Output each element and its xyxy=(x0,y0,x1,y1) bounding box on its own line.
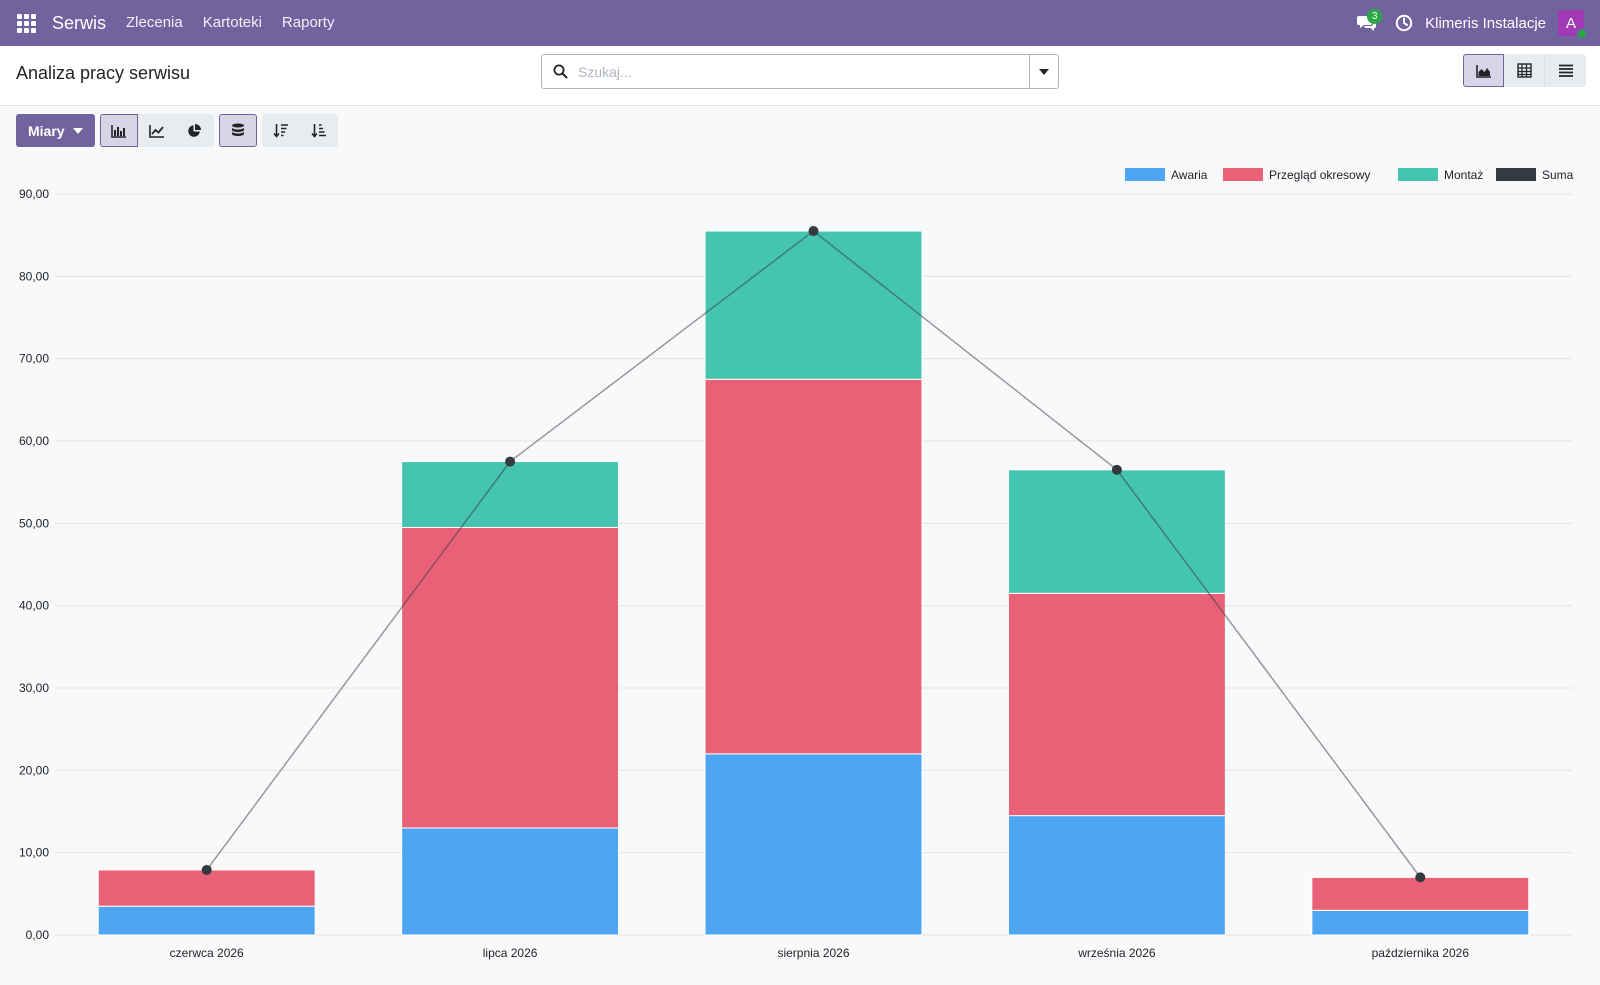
graph-chart: 0,00 10,00 20,00 30,00 40,00 50,00 60,00 70,00 8… xyxy=(0,160,1600,980)
search-options-toggle[interactable] xyxy=(1029,55,1058,88)
chart-type-group xyxy=(99,114,214,147)
bar-awaria xyxy=(401,827,620,936)
navbar-systray: 3 Klimeris Instalacje A xyxy=(1347,0,1600,46)
bar-przegląd-okresowy xyxy=(1007,592,1226,817)
total-point xyxy=(1415,872,1426,883)
menu-item-raporty[interactable]: Raporty xyxy=(281,14,335,31)
bar-awaria xyxy=(1007,815,1226,936)
bar-chart-icon xyxy=(110,124,126,138)
bar-awaria xyxy=(97,905,316,936)
online-status-dot xyxy=(1576,28,1588,40)
user-avatar[interactable]: A xyxy=(1558,10,1588,40)
x-tick-label: lipca 2026 xyxy=(483,946,538,960)
line-chart-icon xyxy=(148,124,164,138)
graph-view-button[interactable] xyxy=(1463,54,1504,87)
legend-swatch xyxy=(1223,168,1263,181)
bar-montaż xyxy=(704,230,923,380)
caret-down-icon xyxy=(72,127,83,134)
avatar-initial: A xyxy=(1565,14,1576,32)
sort-descending-icon xyxy=(272,124,288,138)
y-tick-label: 10,00 xyxy=(19,846,49,860)
chevron-down-icon xyxy=(1039,68,1049,75)
y-tick-label: 0,00 xyxy=(26,928,50,942)
legend-swatch xyxy=(1496,168,1536,181)
y-tick-label: 70,00 xyxy=(19,352,49,366)
sort-descending-button[interactable] xyxy=(261,114,300,147)
pivot-view-button[interactable] xyxy=(1504,54,1545,87)
bar-przegląd-okresowy xyxy=(97,869,316,907)
bar-montaż xyxy=(401,461,620,528)
graph-toolbar: Miary xyxy=(16,114,343,147)
pie-chart-icon xyxy=(188,124,202,137)
sort-group xyxy=(261,114,338,147)
area-chart-icon xyxy=(1475,64,1491,78)
x-tick-label: czerwca 2026 xyxy=(170,946,244,960)
y-tick-label: 40,00 xyxy=(19,599,49,613)
y-tick-label: 80,00 xyxy=(19,269,49,283)
search-icon xyxy=(542,55,578,88)
database-stack-icon xyxy=(231,123,244,136)
app-brand[interactable]: Serwis xyxy=(52,12,107,33)
sort-ascending-button[interactable] xyxy=(299,114,338,147)
legend-swatch xyxy=(1125,168,1165,181)
messages-count-badge: 3 xyxy=(1367,9,1383,24)
activities-button[interactable] xyxy=(1387,0,1421,46)
pie-chart-button[interactable] xyxy=(175,114,214,147)
bar-awaria xyxy=(704,753,923,936)
clock-icon xyxy=(1395,14,1413,32)
bar-montaż xyxy=(1007,469,1226,594)
y-tick-label: 90,00 xyxy=(19,187,49,201)
menu-item-zlecenia[interactable]: Zlecenia xyxy=(126,14,183,31)
list-icon xyxy=(1558,64,1573,77)
stacked-toggle-button[interactable] xyxy=(218,114,257,147)
search-bar xyxy=(541,54,1059,89)
messages-button[interactable]: 3 xyxy=(1347,0,1387,46)
search-input[interactable] xyxy=(578,56,1029,87)
total-point xyxy=(1111,464,1122,475)
legend-label: Suma xyxy=(1542,168,1574,182)
x-tick-label: października 2026 xyxy=(1372,946,1470,960)
legend-swatch xyxy=(1398,168,1438,181)
line-chart-button[interactable] xyxy=(137,114,176,147)
y-tick-label: 60,00 xyxy=(19,434,49,448)
table-icon xyxy=(1516,63,1532,78)
total-point xyxy=(808,226,819,237)
y-tick-label: 50,00 xyxy=(19,516,49,530)
legend-label: Montaż xyxy=(1444,168,1483,182)
page-title: Analiza pracy serwisu xyxy=(16,63,191,83)
total-point xyxy=(201,864,212,875)
stacked-bar-chart: 0,00 10,00 20,00 30,00 40,00 50,00 60,00 70,00 8… xyxy=(19,168,1574,960)
y-tick-label: 20,00 xyxy=(19,763,49,777)
sort-ascending-icon xyxy=(310,124,326,138)
measures-label: Miary xyxy=(28,122,65,139)
x-tick-label: września 2026 xyxy=(1077,946,1156,960)
bar-chart-button[interactable] xyxy=(99,114,138,147)
apps-menu-button[interactable] xyxy=(0,0,52,46)
bar-przegląd-okresowy xyxy=(704,378,923,755)
bar-awaria xyxy=(1311,909,1530,936)
y-tick-label: 30,00 xyxy=(19,681,49,695)
company-switcher[interactable]: Klimeris Instalacje xyxy=(1425,14,1546,32)
control-panel: Analiza pracy serwisu xyxy=(0,46,1600,106)
top-navbar: Serwis Zlecenia Kartoteki Raporty 3 Klim… xyxy=(0,0,1600,46)
measures-dropdown[interactable]: Miary xyxy=(16,114,95,147)
menu-item-kartoteki[interactable]: Kartoteki xyxy=(202,14,262,31)
apps-grid-icon xyxy=(16,13,36,33)
x-tick-label: sierpnia 2026 xyxy=(777,946,849,960)
view-switcher xyxy=(1463,54,1586,87)
bar-przegląd-okresowy xyxy=(401,526,620,829)
legend-label: Awaria xyxy=(1171,168,1208,182)
total-point xyxy=(505,456,516,467)
list-view-button[interactable] xyxy=(1545,54,1586,87)
legend-label: Przegląd okresowy xyxy=(1269,168,1370,182)
